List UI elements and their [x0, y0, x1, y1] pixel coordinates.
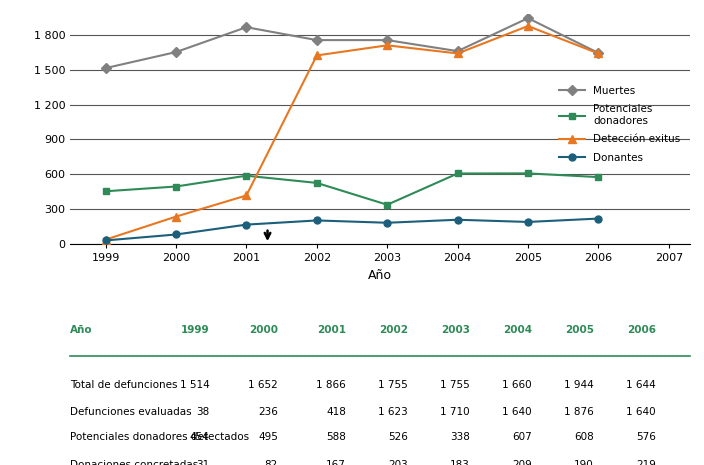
- Text: 1 660: 1 660: [503, 380, 532, 390]
- Text: 608: 608: [574, 432, 594, 442]
- Text: 418: 418: [326, 407, 346, 418]
- Text: Defunciones evaluadas: Defunciones evaluadas: [70, 407, 192, 418]
- Text: 1 652: 1 652: [249, 380, 278, 390]
- Text: 82: 82: [265, 460, 278, 465]
- Text: 2003: 2003: [441, 325, 470, 334]
- Text: 1 710: 1 710: [441, 407, 470, 418]
- Text: 576: 576: [636, 432, 656, 442]
- Text: 1 640: 1 640: [627, 407, 656, 418]
- X-axis label: Año: Año: [368, 269, 392, 282]
- Text: 1 514: 1 514: [180, 380, 210, 390]
- Text: 588: 588: [326, 432, 346, 442]
- Text: Potenciales donadores detectados: Potenciales donadores detectados: [70, 432, 249, 442]
- Text: 31: 31: [196, 460, 210, 465]
- Text: 1 866: 1 866: [316, 380, 346, 390]
- Text: 183: 183: [450, 460, 470, 465]
- Text: 2000: 2000: [249, 325, 278, 334]
- Text: Total de defunciones: Total de defunciones: [70, 380, 178, 390]
- Text: 1 644: 1 644: [626, 380, 656, 390]
- Text: 607: 607: [513, 432, 532, 442]
- Text: 1 944: 1 944: [564, 380, 594, 390]
- Text: Año: Año: [70, 325, 93, 334]
- Text: Donaciones concretadas: Donaciones concretadas: [70, 460, 199, 465]
- Text: 209: 209: [513, 460, 532, 465]
- Text: 1 640: 1 640: [503, 407, 532, 418]
- Legend: Muertes, Potenciales
donadores, Detección exitus, Donantes: Muertes, Potenciales donadores, Detecció…: [555, 82, 685, 167]
- Text: 526: 526: [388, 432, 408, 442]
- Text: 38: 38: [196, 407, 210, 418]
- Text: 495: 495: [258, 432, 278, 442]
- Text: 338: 338: [450, 432, 470, 442]
- Text: 454: 454: [190, 432, 210, 442]
- Text: 190: 190: [574, 460, 594, 465]
- Text: 2005: 2005: [565, 325, 594, 334]
- Text: 2002: 2002: [379, 325, 408, 334]
- Text: 236: 236: [258, 407, 278, 418]
- Text: 167: 167: [326, 460, 346, 465]
- Text: 1 755: 1 755: [378, 380, 408, 390]
- Text: 1999: 1999: [181, 325, 210, 334]
- Text: 203: 203: [389, 460, 408, 465]
- Text: 2006: 2006: [627, 325, 656, 334]
- Text: 219: 219: [636, 460, 656, 465]
- Text: 2001: 2001: [317, 325, 346, 334]
- Text: 1 876: 1 876: [564, 407, 594, 418]
- Text: 2004: 2004: [503, 325, 532, 334]
- Text: 1 623: 1 623: [378, 407, 408, 418]
- Text: 1 755: 1 755: [440, 380, 470, 390]
